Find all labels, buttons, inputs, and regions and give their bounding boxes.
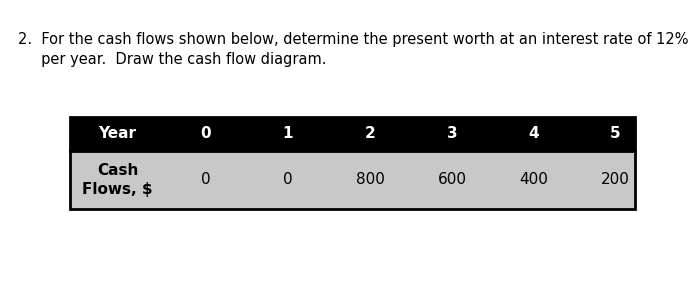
Text: 0: 0	[201, 173, 211, 188]
Text: 5: 5	[610, 126, 620, 142]
Text: 4: 4	[528, 126, 539, 142]
Text: 0: 0	[201, 126, 211, 142]
Text: Cash
Flows, $: Cash Flows, $	[83, 163, 153, 197]
Text: 800: 800	[356, 173, 384, 188]
Text: per year.  Draw the cash flow diagram.: per year. Draw the cash flow diagram.	[18, 52, 326, 67]
Text: 3: 3	[447, 126, 457, 142]
Text: 2: 2	[365, 126, 375, 142]
Text: 0: 0	[284, 173, 293, 188]
Text: 1: 1	[283, 126, 293, 142]
Text: Year: Year	[99, 126, 136, 142]
Text: 2.  For the cash flows shown below, determine the present worth at an interest r: 2. For the cash flows shown below, deter…	[18, 32, 689, 47]
Text: 600: 600	[438, 173, 466, 188]
Text: 400: 400	[519, 173, 548, 188]
Text: 200: 200	[601, 173, 629, 188]
Bar	[70, 117, 635, 151]
Bar	[70, 151, 635, 209]
